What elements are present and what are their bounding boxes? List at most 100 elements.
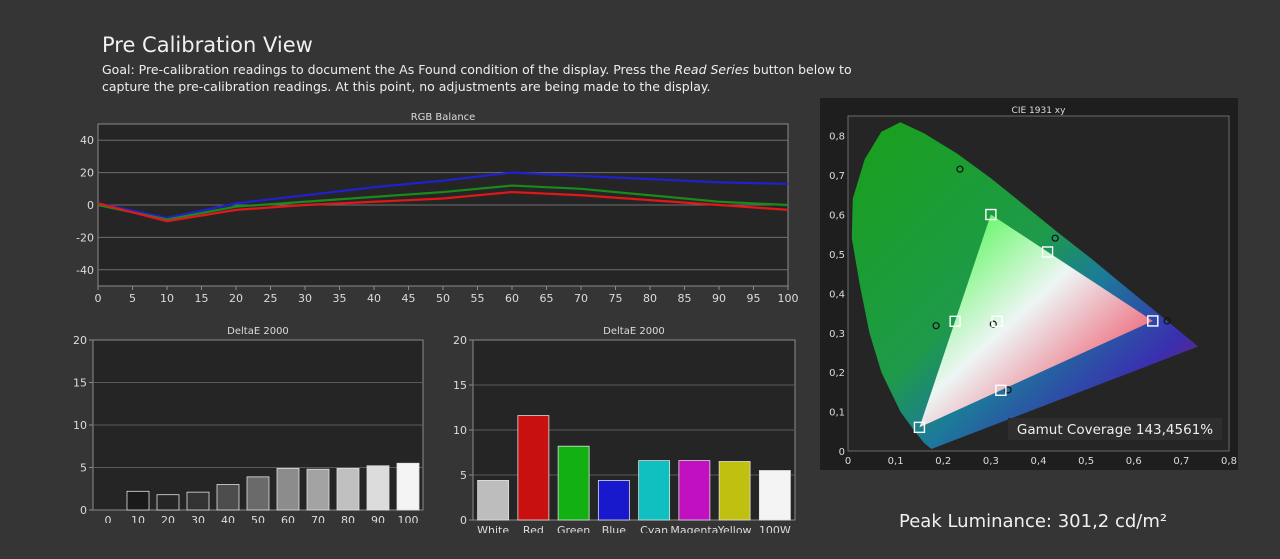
x-tick-label: 60 bbox=[505, 292, 519, 304]
target-point bbox=[1051, 234, 1059, 242]
x-tick-label: 5 bbox=[129, 292, 136, 304]
x-tick-label: 30 bbox=[298, 292, 312, 304]
y-tick-label: -20 bbox=[76, 231, 94, 244]
y-tick-label: 20 bbox=[80, 167, 94, 180]
x-tick-label: 30 bbox=[191, 514, 205, 523]
bar bbox=[678, 460, 711, 521]
x-tick-label: 100 bbox=[778, 292, 799, 304]
bar bbox=[336, 467, 360, 511]
y-tick-label: 0,5 bbox=[829, 250, 845, 261]
x-tick-label: 0 bbox=[105, 514, 112, 523]
read-series-emphasis: Read Series bbox=[674, 62, 749, 77]
bar bbox=[276, 467, 300, 511]
target-point bbox=[956, 165, 964, 173]
x-tick-label: 65 bbox=[540, 292, 554, 304]
x-tick-label: 90 bbox=[712, 292, 726, 304]
x-tick-label: 40 bbox=[367, 292, 381, 304]
x-tick-label: Yellow bbox=[717, 524, 752, 533]
x-tick-label: 75 bbox=[609, 292, 623, 304]
bar bbox=[186, 491, 210, 511]
bar bbox=[597, 479, 630, 521]
y-tick-label: 0,4 bbox=[829, 289, 845, 300]
y-tick-label: 0,3 bbox=[829, 329, 845, 340]
x-tick-label: 0,1 bbox=[888, 456, 904, 467]
target-point bbox=[932, 322, 940, 330]
x-tick-label: 10 bbox=[160, 292, 174, 304]
x-tick-label: 90 bbox=[371, 514, 385, 523]
series-line bbox=[97, 171, 789, 220]
x-tick-label: 80 bbox=[341, 514, 355, 523]
measured-point bbox=[991, 315, 1003, 328]
x-tick-label: 55 bbox=[471, 292, 485, 304]
target-point bbox=[989, 320, 997, 328]
page-title: Pre Calibration View bbox=[102, 33, 313, 57]
x-tick-label: Cyan bbox=[640, 524, 668, 533]
y-tick-label: 0,1 bbox=[829, 408, 845, 419]
x-tick-label: 0,2 bbox=[935, 456, 951, 467]
bar bbox=[396, 462, 420, 511]
y-tick-label: 20 bbox=[73, 334, 87, 347]
description-text-2: button below to capture the pre-calibrat… bbox=[102, 62, 852, 94]
x-tick-label: 70 bbox=[574, 292, 588, 304]
peak-luminance: Peak Luminance: 301,2 cd/m² bbox=[899, 511, 1168, 532]
series-line bbox=[97, 184, 789, 221]
gamut-triangle bbox=[919, 214, 1153, 428]
x-tick-label: 95 bbox=[747, 292, 761, 304]
x-tick-label: 0,4 bbox=[1031, 456, 1047, 467]
bar bbox=[517, 415, 550, 521]
x-tick-label: Green bbox=[557, 524, 590, 533]
y-tick-label: 10 bbox=[453, 424, 467, 437]
x-tick-label: 60 bbox=[281, 514, 295, 523]
description-text-1: Goal: Pre-calibration readings to docume… bbox=[102, 62, 675, 77]
x-tick-label: 35 bbox=[333, 292, 347, 304]
x-tick-label: 40 bbox=[221, 514, 235, 523]
chart-title: DeltaE 2000 bbox=[603, 326, 665, 337]
y-tick-label: 0 bbox=[80, 504, 87, 517]
x-tick-label: 45 bbox=[402, 292, 416, 304]
y-tick-label: 0 bbox=[87, 199, 94, 212]
y-tick-label: 10 bbox=[73, 419, 87, 432]
bar bbox=[638, 460, 671, 521]
measured-point bbox=[1147, 315, 1159, 327]
bar bbox=[758, 470, 791, 521]
chart-title: RGB Balance bbox=[411, 112, 476, 123]
rgb-balance-chart: RGB Balance -40 -20 0 20 40 0 5 10 15 20 25 30 35 40 45… bbox=[76, 112, 799, 304]
page-description: Goal: Pre-calibration readings to docume… bbox=[102, 61, 862, 95]
x-tick-label: Magenta bbox=[670, 524, 718, 533]
y-tick-label: 15 bbox=[73, 377, 87, 390]
target-point bbox=[1163, 317, 1171, 325]
y-tick-label: 15 bbox=[453, 379, 467, 392]
measured-point bbox=[995, 384, 1007, 397]
y-tick-label: 5 bbox=[460, 469, 467, 482]
x-tick-label: 100 bbox=[398, 514, 419, 523]
x-tick-label: 85 bbox=[678, 292, 692, 304]
y-tick-label: 0,6 bbox=[829, 211, 845, 222]
x-tick-label: 70 bbox=[311, 514, 325, 523]
deltae-grayscale-chart: DeltaE 2000 0 5 10 15 20 0 10 20 30 40 50 60 70 80 90 10… bbox=[73, 326, 424, 523]
series-line bbox=[97, 190, 789, 223]
bar bbox=[477, 479, 510, 521]
y-tick-label: 0,7 bbox=[829, 171, 845, 182]
bar bbox=[126, 490, 150, 511]
x-tick-label: Blue bbox=[602, 524, 627, 533]
x-tick-label: 100W bbox=[759, 524, 791, 533]
measured-point bbox=[949, 315, 961, 328]
cie-1931-xy-chart: CIE 1931 xy 0 0,1 0,2 0,3 0,4 0,5 0,6 0,7 0,8 0 0,1… bbox=[820, 98, 1238, 470]
deltae-color-chart: DeltaE 2000 0 5 10 15 20 White Red Green Blue Cyan… bbox=[453, 326, 796, 533]
y-tick-label: 40 bbox=[80, 134, 94, 147]
x-tick-label: 0,7 bbox=[1173, 456, 1189, 467]
bar bbox=[216, 484, 240, 511]
bar bbox=[156, 494, 180, 511]
chart-title: DeltaE 2000 bbox=[227, 326, 289, 337]
x-tick-label: 15 bbox=[195, 292, 209, 304]
bar bbox=[718, 461, 751, 521]
gamut-coverage-label: Gamut Coverage 143,4561% bbox=[1017, 422, 1213, 438]
bar bbox=[246, 476, 270, 511]
bar bbox=[557, 445, 590, 521]
y-tick-label: 5 bbox=[80, 462, 87, 475]
x-tick-label: 50 bbox=[251, 514, 265, 523]
x-tick-label: 0,8 bbox=[1221, 456, 1237, 467]
measured-point bbox=[913, 421, 926, 434]
y-tick-label: -40 bbox=[76, 264, 94, 277]
x-tick-label: 0,5 bbox=[1078, 456, 1094, 467]
